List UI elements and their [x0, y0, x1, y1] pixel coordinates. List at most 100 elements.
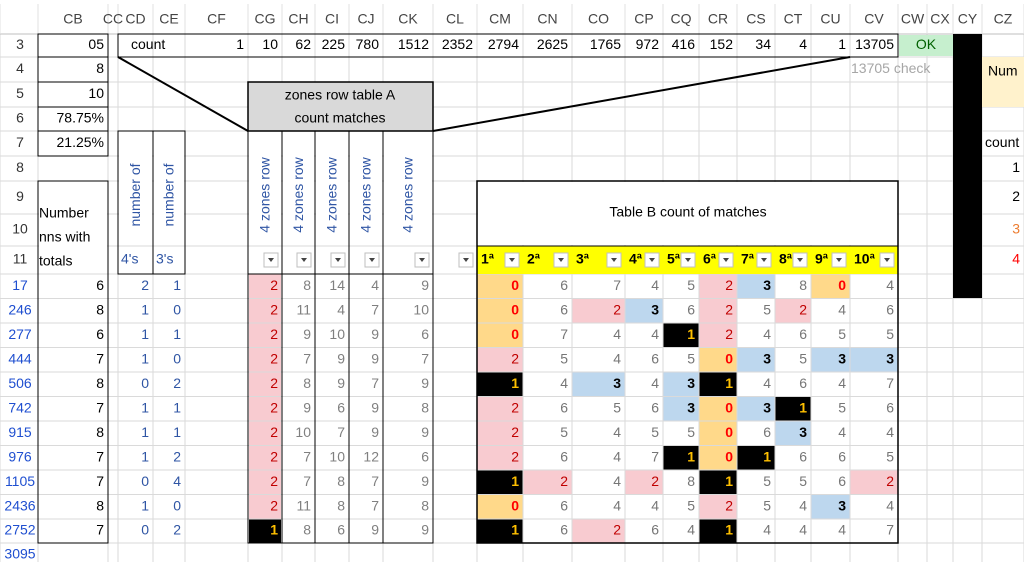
cell: 6 [799, 448, 807, 464]
cell: 2 [270, 350, 278, 366]
filter-arrow [761, 258, 767, 262]
cell: 1 [270, 522, 278, 538]
cell: 9 [371, 522, 379, 538]
cell: 8 [421, 497, 429, 513]
panel-fill [982, 57, 1024, 107]
cell: 3 [763, 350, 771, 366]
cell: 7 [303, 448, 311, 464]
row-number: 506 [8, 375, 32, 391]
cell: 78.75% [57, 110, 104, 126]
status-cell [899, 35, 953, 56]
cell-fill [663, 323, 699, 347]
panel-label: count [985, 134, 1019, 150]
cell: 7 [303, 350, 311, 366]
cell: 1 [173, 424, 181, 440]
cell: 2 [270, 473, 278, 489]
column-label: 5ª [667, 251, 681, 267]
cell: 8 [337, 497, 345, 513]
merged-cell [119, 132, 152, 245]
cell: 0 [725, 399, 733, 415]
cell: 6 [799, 326, 807, 342]
connector [432, 56, 851, 132]
cell: 9 [421, 473, 429, 489]
filter-arrow [611, 258, 617, 262]
filter-arrow [558, 258, 564, 262]
black-band [953, 34, 982, 298]
row-number: 246 [8, 301, 32, 317]
column-header-bar [0, 0, 1024, 34]
panel-value: 3 [1012, 221, 1020, 237]
box-title: zones row table A [285, 87, 396, 103]
column-header: CH [288, 11, 308, 27]
cell-fill [249, 470, 281, 494]
cell: 7 [371, 375, 379, 391]
cell: 2 [613, 522, 621, 538]
merged-cell [384, 132, 432, 245]
cell: 2 [173, 375, 181, 391]
cell: 0 [511, 497, 519, 513]
cell: 1 [511, 522, 519, 538]
cell: 1 [799, 399, 807, 415]
header-border [117, 130, 186, 275]
cell: 9 [371, 350, 379, 366]
cell: 6 [886, 301, 894, 317]
row-number: 7 [16, 134, 24, 150]
cell-fill [775, 421, 811, 445]
cell: 6 [337, 522, 345, 538]
cell: 4 [173, 473, 181, 489]
cell: 3 [763, 277, 771, 293]
cell: 2625 [537, 36, 568, 52]
cell-fill [477, 397, 523, 421]
cell: 1 [141, 326, 149, 342]
cell: 8 [303, 277, 311, 293]
cell: 0 [725, 424, 733, 440]
cell: 1 [173, 326, 181, 342]
cell: 5 [763, 301, 771, 317]
row-number: 277 [8, 326, 32, 342]
row-number: 2752 [4, 522, 35, 538]
cell: 4 [613, 448, 621, 464]
cell-fill [699, 274, 737, 298]
cell: 9 [421, 277, 429, 293]
cell: 7 [96, 522, 104, 538]
cell: 1 [173, 277, 181, 293]
cell-fill [811, 495, 850, 519]
cell: 3 [763, 399, 771, 415]
row-number: 4 [16, 60, 24, 76]
cell: 8 [96, 497, 104, 513]
cell-fill [699, 397, 737, 421]
row-number: 17 [12, 277, 28, 293]
cell-fill [699, 323, 737, 347]
cell: 2 [270, 448, 278, 464]
cell: 6 [560, 301, 568, 317]
cell: 3 [838, 497, 846, 513]
cell-fill [850, 470, 898, 494]
column-header: CI [325, 11, 339, 27]
cell: 5 [838, 326, 846, 342]
cell: 416 [672, 36, 696, 52]
cell-fill [477, 323, 523, 347]
cell: 0 [511, 301, 519, 317]
rotated-header: 4 zones row [257, 156, 273, 232]
column-header: CO [588, 11, 609, 27]
cell: 10 [295, 424, 311, 440]
cell: 8 [421, 399, 429, 415]
column-header: CP [634, 11, 653, 27]
cell: 6 [651, 350, 659, 366]
cell: 6 [687, 301, 695, 317]
cell-fill [523, 470, 572, 494]
cell-fill [249, 299, 281, 323]
cell: 4 [337, 301, 345, 317]
cell: 62 [295, 36, 311, 52]
cell-fill [699, 446, 737, 470]
table-border [37, 180, 109, 544]
check-note: 13705 check [851, 60, 931, 76]
cell-fill [775, 397, 811, 421]
cell: 1 [141, 399, 149, 415]
row-number: 444 [8, 350, 32, 366]
cell: 6 [421, 326, 429, 342]
cell: 7 [651, 448, 659, 464]
column-label: 4ª [629, 251, 643, 267]
cell: 1 [173, 399, 181, 415]
cell: 4 [838, 375, 846, 391]
